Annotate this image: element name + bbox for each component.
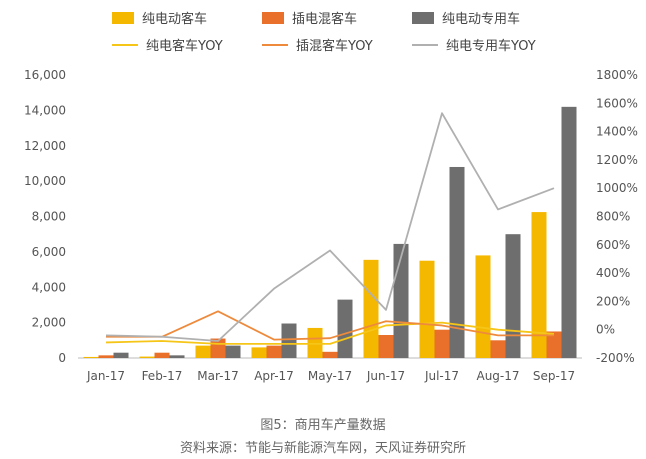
- legend-item: 纯电专用车YOY: [412, 35, 536, 54]
- bar-1-8: [546, 331, 562, 358]
- bar-1-0: [98, 355, 114, 358]
- y-left-tick-label: 2,000: [32, 316, 66, 330]
- y-left-tick-label: 4,000: [32, 280, 66, 294]
- x-tick-label: Mar-17: [197, 369, 238, 383]
- series-line-2: [105, 112, 555, 342]
- chart-svg: 0 2,000 4,000 6,000 8,000 10,000 12,000 14,000 1…: [24, 68, 638, 383]
- legend-label: 插电混客车: [292, 12, 358, 27]
- legend-item: 插电混客车: [262, 8, 357, 27]
- legend-item: 纯电动客车: [112, 8, 207, 27]
- x-tick-label: Feb-17: [142, 369, 183, 383]
- legend-swatch: [262, 43, 288, 46]
- legend-label: 纯电客车YOY: [146, 39, 223, 54]
- bar-0-5: [363, 259, 379, 358]
- x-tick-label: Jun-17: [366, 369, 405, 383]
- y-right-tick-label: 1400%: [596, 125, 638, 139]
- y-right-tick-label: 200%: [596, 294, 630, 308]
- bar-0-3: [251, 347, 267, 358]
- bar-2-4: [337, 299, 353, 358]
- legend-swatch: [112, 11, 134, 24]
- x-tick-label: Jan-17: [86, 369, 125, 383]
- y-left-tick-label: 0: [58, 351, 66, 365]
- bar-2-2: [225, 345, 241, 358]
- y-right-tick-label: 1000%: [596, 181, 638, 195]
- legend-swatch: [412, 43, 438, 46]
- y-right-tick-label: 800%: [596, 210, 630, 224]
- series-line-1: [106, 310, 554, 341]
- bar-1-7: [490, 340, 506, 358]
- bar-0-8: [531, 212, 547, 358]
- x-tick-label: Sep-17: [533, 369, 575, 383]
- y-left-tick-label: 10,000: [24, 174, 66, 188]
- y-left-tick-label: 8,000: [32, 210, 66, 224]
- y-right-tick-label: -200%: [596, 351, 635, 365]
- bar-2-0: [113, 352, 129, 358]
- y-right-tick-label: 1600%: [596, 96, 638, 110]
- bar-1-1: [154, 352, 170, 358]
- y-left-tick-label: 12,000: [24, 139, 66, 153]
- source-note: 资料来源：节能与新能源汽车网，天风证券研究所: [179, 441, 466, 456]
- bar-2-6: [449, 166, 465, 358]
- legend-label: 纯电动专用车: [442, 12, 521, 27]
- legend-item: 纯电动专用车: [412, 8, 520, 27]
- legend-swatch: [262, 11, 284, 24]
- legend-label: 纯电动客车: [142, 12, 208, 27]
- legend-swatch: [412, 11, 434, 24]
- bar-1-3: [266, 345, 282, 358]
- bar-2-7: [505, 234, 521, 358]
- x-tick-label: Jul-17: [424, 369, 459, 383]
- legend-swatch: [112, 43, 138, 46]
- y-right-tick-label: 0%: [596, 323, 615, 337]
- bar-2-8: [561, 106, 577, 359]
- x-tick-label: Aug-17: [476, 369, 519, 383]
- series-line-0: [105, 321, 555, 345]
- y-right-tick-label: 1800%: [596, 68, 638, 82]
- y-right-tick-label: 1200%: [596, 153, 638, 167]
- chart-legend: 纯电动客车 插电混客车 纯电动专用车纯电客车YOY 插混客车YOY 纯电专用车YOY: [0, 0, 646, 60]
- bar-0-2: [195, 345, 211, 358]
- bar-2-1: [169, 355, 185, 358]
- x-tick-label: May-17: [308, 369, 352, 383]
- bar-2-3: [281, 323, 297, 358]
- y-left-tick-label: 6,000: [32, 245, 66, 259]
- y-left-tick-label: 16,000: [24, 68, 66, 82]
- legend-label: 插混客车YOY: [296, 39, 373, 54]
- legend-item: 纯电客车YOY: [112, 35, 223, 54]
- bar-0-7: [475, 255, 491, 358]
- bar-1-5: [378, 335, 394, 358]
- y-right-tick-label: 600%: [596, 238, 630, 252]
- y-left-tick-label: 14,000: [24, 103, 66, 117]
- bar-0-6: [419, 260, 435, 358]
- legend-item: 插混客车YOY: [262, 35, 373, 54]
- bar-2-5: [393, 243, 409, 358]
- bar-1-4: [322, 351, 338, 358]
- legend-label: 纯电专用车YOY: [446, 39, 536, 54]
- figure-title: 图5：商用车产量数据: [260, 418, 386, 433]
- bar-0-1: [139, 356, 155, 358]
- x-tick-label: Apr-17: [254, 369, 294, 383]
- bar-1-6: [434, 329, 450, 358]
- bar-0-0: [83, 356, 99, 358]
- y-right-tick-label: 400%: [596, 266, 630, 280]
